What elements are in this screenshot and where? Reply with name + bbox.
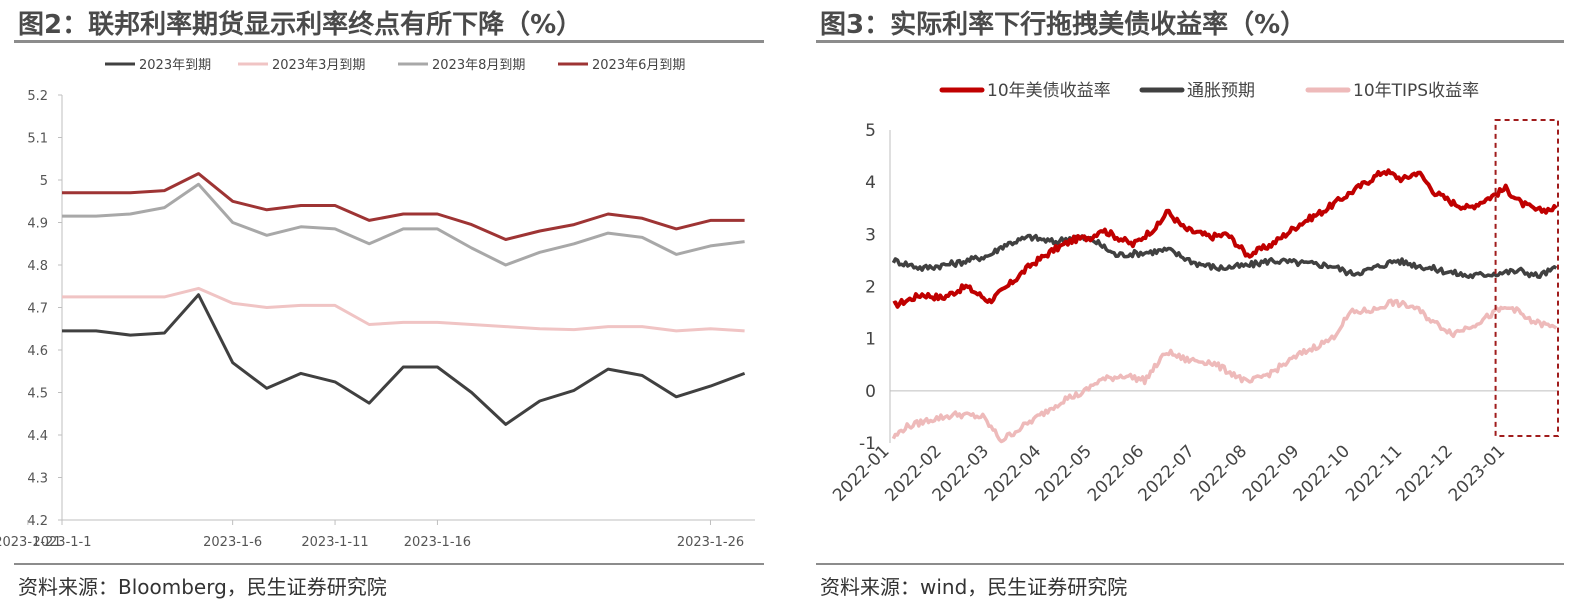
left-x-tick-label: 2023-1-26 xyxy=(677,535,744,550)
right-annotation-box xyxy=(1494,119,1560,437)
right-x-tick-label: 2022-10 xyxy=(1290,441,1354,505)
left-y-tick-label: 4.6 xyxy=(27,344,48,359)
left-y-tick-label: 5.1 xyxy=(27,132,48,147)
right-x-tick-label: 2022-07 xyxy=(1134,441,1198,505)
left-legend-label-0: 2023年到期 xyxy=(139,58,211,73)
left-chart-panel: 图2：联邦利率期货显示利率终点有所下降（%） 4.2 4.3 4.4 4.5 4.6 4.… xyxy=(0,0,770,604)
left-x-tick-label: 2023-1-1 xyxy=(32,535,91,550)
right-title-rule xyxy=(816,40,1564,43)
right-y-tick-label: 1 xyxy=(865,330,876,350)
left-x-tick-label: 2023-1-11 xyxy=(301,535,368,550)
left-x-tick-label: 2023-1-21 xyxy=(0,535,62,550)
right-x-tick-label: 2022-08 xyxy=(1187,441,1251,505)
left-chart-title: 图2：联邦利率期货显示利率终点有所下降（%） xyxy=(18,10,583,40)
left-title-rule xyxy=(14,40,764,43)
right-x-tick-label: 2022-05 xyxy=(1032,441,1096,505)
left-y-tick-label: 4.4 xyxy=(27,429,48,444)
right-chart-title: 图3：实际利率下行拖拽美债收益率（%） xyxy=(820,10,1307,40)
right-y-tick-label: 3 xyxy=(865,225,876,245)
left-legend-label-3: 2023年6月到期 xyxy=(592,58,685,73)
left-chart-source: 资料来源：Bloomberg，民生证券研究院 xyxy=(18,575,387,599)
right-y-tick-label: 2 xyxy=(865,278,876,298)
left-series-line-1 xyxy=(62,286,745,333)
left-source-rule xyxy=(14,563,764,565)
left-y-tick-label: 5.2 xyxy=(27,89,48,104)
right-series-line-2 xyxy=(891,298,1558,444)
left-series-line-3 xyxy=(62,172,745,241)
left-y-tick-label: 4.8 xyxy=(27,259,48,274)
right-y-tick-label: -1 xyxy=(859,434,876,454)
right-legend-label-0: 10年美债收益率 xyxy=(987,81,1111,101)
right-series-line-1 xyxy=(891,233,1558,280)
right-x-tick-label: 2022-12 xyxy=(1393,441,1457,505)
left-legend-label-1: 2023年3月到期 xyxy=(272,58,365,73)
left-y-tick-label: 4.9 xyxy=(27,217,48,232)
left-legend-label-2: 2023年8月到期 xyxy=(432,58,525,73)
right-x-tick-label: 2023-01 xyxy=(1445,441,1509,505)
right-y-tick-label: 0 xyxy=(865,382,876,402)
right-legend-label-1: 通胀预期 xyxy=(1187,81,1255,101)
right-series-line-0 xyxy=(892,168,1558,309)
right-chart-panel: 图3：实际利率下行拖拽美债收益率（%） -1 0 1 2 3 4 5 2022-01 2022-… xyxy=(802,0,1570,604)
right-source-rule xyxy=(816,563,1564,565)
left-y-tick-label: 4.2 xyxy=(27,514,48,529)
right-chart-svg: -10123452022-012022-022022-032022-042022… xyxy=(829,81,1560,506)
left-x-tick-label: 2023-1-16 xyxy=(404,535,471,550)
left-y-tick-label: 4.5 xyxy=(27,387,48,402)
left-y-tick-label: 4.7 xyxy=(27,302,48,317)
left-y-tick-label: 4.3 xyxy=(27,472,48,487)
left-series-line-0 xyxy=(62,293,746,426)
right-y-tick-label: 4 xyxy=(865,173,876,193)
right-chart-source: 资料来源：wind，民生证券研究院 xyxy=(820,575,1128,599)
left-series-line-2 xyxy=(62,182,745,267)
right-y-tick-label: 5 xyxy=(865,121,876,141)
left-x-tick-label: 2023-1-6 xyxy=(203,535,262,550)
left-y-tick-label: 5 xyxy=(40,174,48,189)
right-legend-label-2: 10年TIPS收益率 xyxy=(1353,81,1479,101)
